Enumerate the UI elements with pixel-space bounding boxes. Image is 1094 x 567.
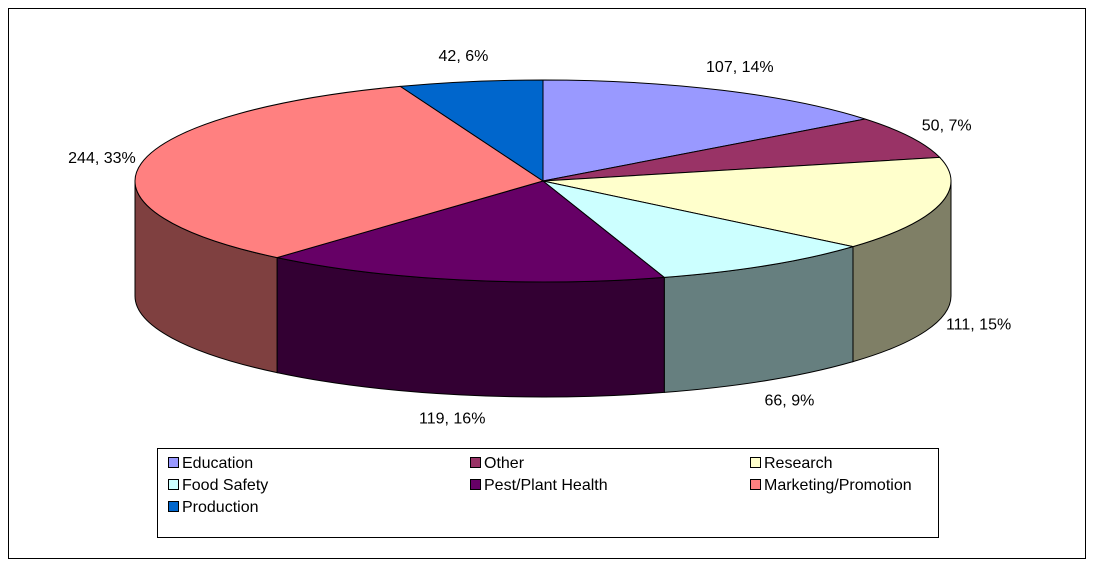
slice: [134, 85, 545, 259]
legend-label: Other: [484, 455, 525, 472]
slice: [276, 180, 666, 283]
legend-label: Education: [182, 455, 253, 472]
legend-label: Marketing/Promotion: [764, 477, 912, 494]
legend-swatch: [470, 479, 481, 490]
slice: [398, 79, 544, 182]
slice: [542, 118, 941, 182]
data-label: 107, 14%: [706, 59, 774, 76]
data-label: 244, 33%: [68, 150, 136, 167]
data-label: 50, 7%: [922, 118, 972, 135]
slice: [542, 79, 866, 182]
legend-swatch: [168, 501, 179, 512]
legend-swatch: [750, 479, 761, 490]
legend-box: [157, 448, 939, 538]
data-label: 42, 6%: [439, 48, 489, 65]
legend-label: Food Safety: [182, 477, 268, 494]
data-label: 66, 9%: [765, 392, 815, 409]
legend-swatch: [168, 479, 179, 490]
legend-swatch: [168, 457, 179, 468]
data-label: 119, 16%: [419, 411, 485, 428]
data-label: 111, 15%: [946, 317, 1011, 334]
legend-label: Pest/Plant Health: [484, 477, 608, 494]
legend-label: Research: [764, 455, 832, 472]
slice: [542, 180, 854, 278]
legend-swatch: [750, 457, 761, 468]
legend-swatch: [470, 457, 481, 468]
slice: [542, 156, 952, 248]
legend-label: Production: [182, 499, 259, 516]
